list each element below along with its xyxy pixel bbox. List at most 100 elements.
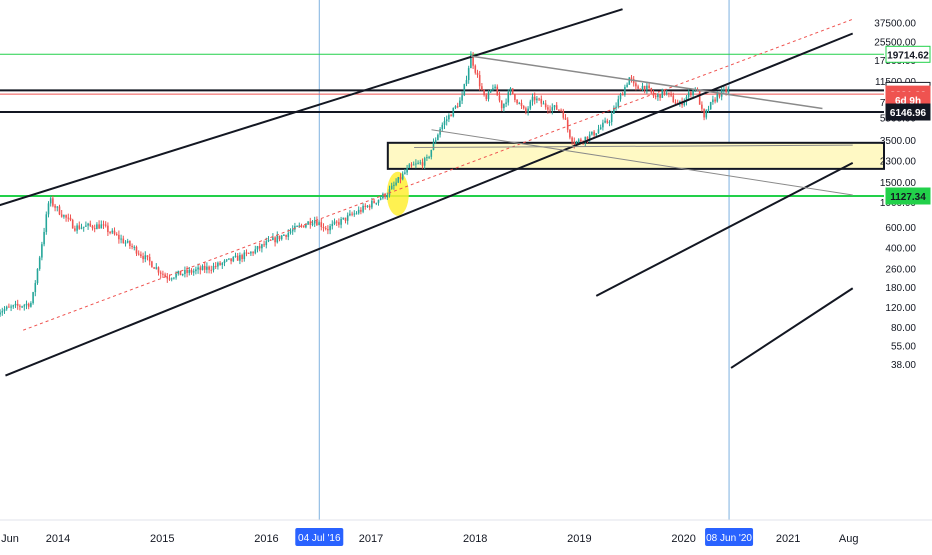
candle-body <box>333 221 336 224</box>
candle-body <box>544 103 547 108</box>
candle-body <box>146 255 149 257</box>
candle-body <box>511 88 514 94</box>
candle-body <box>569 129 571 138</box>
candle-body <box>14 303 17 306</box>
candle-body <box>445 119 448 122</box>
candle-body <box>586 136 589 140</box>
candle-body <box>338 222 340 225</box>
candle-body <box>406 167 408 173</box>
candle-body <box>186 269 188 273</box>
candle-body <box>45 214 48 232</box>
candle-body <box>520 102 523 106</box>
candle-body <box>542 103 545 105</box>
candle-body <box>637 86 639 89</box>
candle-body <box>483 89 485 96</box>
candle-body <box>360 209 362 212</box>
candle-body <box>263 244 265 246</box>
support-trendline[interactable] <box>431 129 853 196</box>
candle-body <box>626 84 628 87</box>
candle-body <box>87 223 89 226</box>
candle-body <box>362 205 364 212</box>
resistance-trendline[interactable] <box>470 55 823 110</box>
candle-body <box>379 198 382 200</box>
candle-body <box>214 265 217 267</box>
candle-body <box>131 245 133 248</box>
candle-body <box>32 292 34 304</box>
candle-body <box>78 225 81 229</box>
candle-body <box>584 136 587 143</box>
candle-body <box>364 205 367 207</box>
channel-middle-line[interactable] <box>5 32 854 377</box>
candle-body <box>657 94 659 98</box>
zone-midline[interactable] <box>414 144 853 149</box>
candle-body <box>221 263 224 265</box>
candle-body <box>111 230 114 233</box>
time-axis: Jun 2014 2015 2016 2017 2018 2019 2020 2021 Aug 04… <box>0 519 932 546</box>
candle-body <box>243 252 246 260</box>
candle-body <box>203 265 206 270</box>
candle-body <box>685 96 688 102</box>
candle-body <box>133 246 136 248</box>
candle-body <box>179 270 182 276</box>
candle-body <box>104 224 107 226</box>
candle-body <box>419 162 422 164</box>
candle-body <box>144 255 147 260</box>
channel-bottom-line[interactable] <box>730 287 854 369</box>
candle-body <box>69 217 72 220</box>
candle-body <box>643 85 646 91</box>
candle-body <box>615 106 617 108</box>
candle-body <box>621 94 624 96</box>
candle-body <box>298 225 301 227</box>
y-tick-label: 400.00 <box>885 243 916 254</box>
candle-body <box>538 98 540 100</box>
x-tick-label: 2018 <box>463 533 487 545</box>
regression-dashed-line[interactable] <box>22 18 853 331</box>
candle-body <box>423 158 426 166</box>
candle-body <box>329 226 331 231</box>
candle-body <box>382 193 384 199</box>
candle-body <box>285 234 287 237</box>
candle-body <box>547 107 549 110</box>
candle-body <box>575 141 578 145</box>
candle-body <box>474 65 477 73</box>
candle-body <box>562 110 565 118</box>
candle-body <box>201 265 204 271</box>
highlight-marker[interactable] <box>386 171 409 216</box>
candle-body <box>712 99 714 103</box>
candle-body <box>610 113 613 122</box>
y-tick-label: 37500.00 <box>874 18 916 29</box>
channel-lower-line[interactable] <box>595 162 854 297</box>
candle-body <box>166 276 169 279</box>
candle-body <box>606 120 609 123</box>
channel-upper-line[interactable] <box>0 8 623 219</box>
candle-body <box>487 92 490 100</box>
candle-body <box>540 98 543 104</box>
candle-body <box>49 198 52 204</box>
candle-body <box>21 306 23 308</box>
candles <box>0 51 730 317</box>
candle-body <box>500 100 503 109</box>
candle-body <box>564 117 567 120</box>
candle-body <box>518 102 521 104</box>
candle-body <box>3 309 6 312</box>
candle-body <box>107 225 109 233</box>
candle-body <box>661 89 664 98</box>
candle-body <box>307 221 309 225</box>
candle-body <box>126 241 129 243</box>
candle-body <box>421 162 424 166</box>
y-tick-label: 120.00 <box>885 303 916 314</box>
candle-body <box>197 267 199 270</box>
candle-body <box>300 225 303 227</box>
candle-body <box>654 95 657 98</box>
price-label-box <box>885 45 931 63</box>
candle-body <box>683 101 686 106</box>
candle-body <box>135 246 138 254</box>
candle-body <box>705 109 708 118</box>
candle-body <box>85 225 87 227</box>
candle-body <box>555 105 558 110</box>
y-tick-label: 600.00 <box>885 223 916 234</box>
candle-body <box>723 89 725 91</box>
candle-body <box>465 80 468 85</box>
candle-body <box>386 195 389 198</box>
